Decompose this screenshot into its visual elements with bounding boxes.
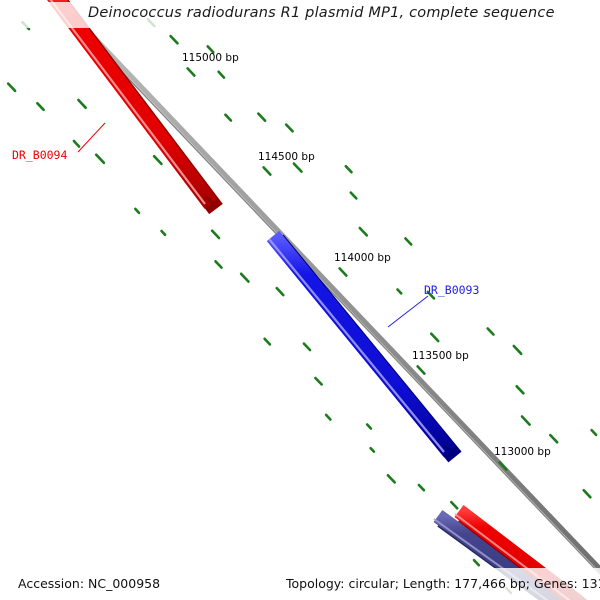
tick-mark xyxy=(472,558,481,567)
tick-mark xyxy=(396,288,403,295)
tick-mark xyxy=(6,82,17,93)
tick-mark xyxy=(94,153,106,165)
bp-tick-label: 114500 bp xyxy=(258,151,315,163)
tick-mark xyxy=(36,102,45,112)
gene-bar-endcap xyxy=(204,195,218,208)
tick-mark xyxy=(449,500,459,510)
tick-mark xyxy=(314,376,323,386)
ruler-tick-mark xyxy=(498,461,508,471)
gene-leader-line xyxy=(387,295,429,328)
tick-mark xyxy=(152,154,163,166)
sequence-meta-label: Topology: circular; Length: 177,466 bp; … xyxy=(286,576,600,591)
gene-bar-highlight xyxy=(268,238,445,453)
tick-mark xyxy=(284,123,294,133)
gene-bar-dr-b0094[interactable] xyxy=(38,0,223,215)
tick-mark xyxy=(520,415,531,426)
tick-mark xyxy=(582,488,592,499)
tick-mark xyxy=(134,207,141,215)
bp-tick-label: 115000 bp xyxy=(182,52,239,64)
tick-mark xyxy=(324,413,332,421)
tick-mark xyxy=(386,473,397,484)
tick-mark xyxy=(548,433,559,444)
tick-mark xyxy=(515,384,525,395)
bp-tick-label: 113500 bp xyxy=(412,350,469,362)
gene-bar-dr-b0093[interactable] xyxy=(266,230,462,463)
tick-mark xyxy=(239,272,250,283)
gene-bar-endcap xyxy=(442,443,457,457)
accession-label: Accession: NC_000958 xyxy=(18,576,161,591)
tick-mark xyxy=(275,286,285,297)
gene-bar-body xyxy=(266,230,457,458)
tick-mark xyxy=(486,327,495,336)
tick-mark xyxy=(590,428,598,437)
tick-mark xyxy=(257,112,267,122)
ruler-tick-mark xyxy=(186,67,196,77)
ruler-tick-mark xyxy=(338,267,348,277)
gene-bar-body xyxy=(47,0,218,209)
page-title: Deinococcus radiodurans R1 plasmid MP1, … xyxy=(88,5,555,21)
tick-mark xyxy=(292,162,303,173)
tick-mark xyxy=(426,290,436,300)
ruler-tick-mark xyxy=(416,365,426,375)
tick-mark xyxy=(263,337,272,346)
tick-mark xyxy=(358,226,369,237)
tick-mark xyxy=(429,332,440,343)
gene-label-dr_b0094[interactable]: DR_B0094 xyxy=(12,148,68,162)
tick-mark xyxy=(210,229,221,240)
tick-mark xyxy=(77,98,87,110)
tick-mark xyxy=(21,20,31,31)
tick-mark xyxy=(349,191,358,200)
tick-mark xyxy=(169,34,179,45)
tick-mark xyxy=(217,70,226,79)
tick-mark-layer xyxy=(6,17,598,595)
tick-mark xyxy=(417,483,426,492)
tick-mark xyxy=(302,342,312,352)
bp-tick-label: 113000 bp xyxy=(494,446,551,458)
ruler-tick-mark xyxy=(262,166,272,176)
tick-mark xyxy=(206,45,215,54)
backbone-line xyxy=(55,0,600,573)
bp-tick-label: 114000 bp xyxy=(334,252,391,264)
tick-mark xyxy=(512,344,523,356)
tick-mark xyxy=(344,164,353,174)
tick-mark xyxy=(72,139,81,148)
tick-mark xyxy=(369,446,376,453)
tick-mark xyxy=(365,423,373,430)
gene-leader-line-layer xyxy=(77,122,429,328)
tick-mark xyxy=(224,113,233,122)
tick-mark xyxy=(404,237,413,246)
tick-mark xyxy=(214,259,223,269)
gene-label-dr_b0093[interactable]: DR_B0093 xyxy=(424,283,480,297)
gene-leader-line xyxy=(77,122,106,153)
tick-mark xyxy=(160,229,167,237)
